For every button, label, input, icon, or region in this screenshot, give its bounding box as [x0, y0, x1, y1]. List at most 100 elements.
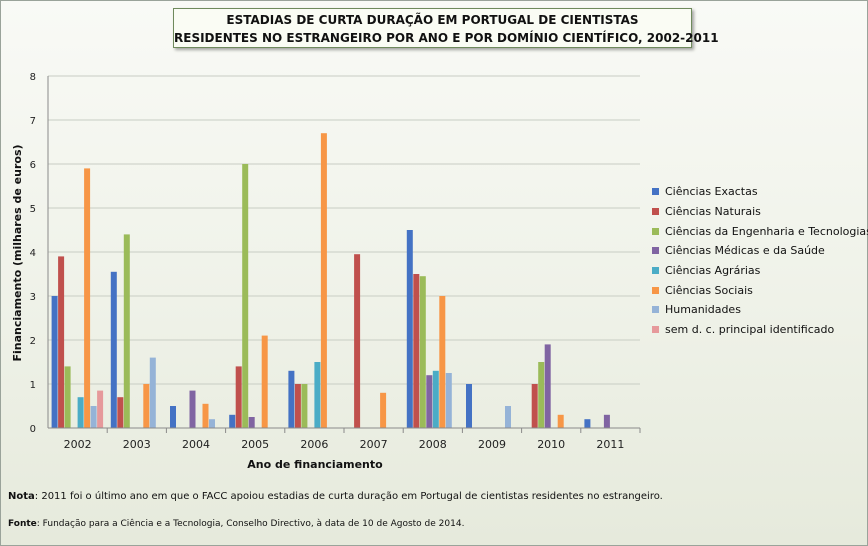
bar [432, 370, 439, 428]
bar [242, 164, 249, 428]
bar [235, 366, 242, 428]
bar [110, 271, 117, 428]
chart-title-line-2: RESIDENTES NO ESTRANGEIRO POR ANO E POR … [174, 31, 719, 45]
bar [261, 335, 268, 428]
legend-label: Ciências Sociais [665, 283, 753, 297]
legend-swatch [652, 188, 659, 196]
bar [90, 406, 97, 428]
y-tick-label: 2 [30, 336, 36, 347]
source-label: Fonte [8, 519, 37, 529]
bar [64, 366, 71, 428]
legend-label: Ciências Naturais [665, 205, 761, 219]
bar [51, 296, 58, 428]
bar [531, 384, 538, 428]
legend-item: Ciências Médicas e da Saúde [652, 241, 868, 261]
bar [505, 406, 511, 428]
legend-swatch [652, 208, 659, 216]
bar [229, 414, 236, 428]
bar [538, 362, 545, 428]
bar [143, 384, 150, 428]
legend-swatch [652, 247, 659, 255]
axes: 0 1 2 3 4 5 6 7 8 2002 2003 2004 2005 2006 2007 2008 200… [30, 72, 641, 451]
bar [117, 397, 124, 428]
chart-title-line-1: ESTADIAS DE CURTA DURAÇÃO EM PORTUGAL DE… [226, 13, 639, 27]
legend-label: Ciências Agrárias [665, 264, 761, 278]
bar [466, 384, 472, 428]
bar [419, 276, 426, 428]
bar [97, 390, 104, 428]
bar [445, 373, 452, 428]
legend-item: Ciências Sociais [652, 280, 868, 300]
y-tick-label: 0 [30, 424, 36, 435]
bar [123, 234, 130, 428]
legend-item: Ciências Naturais [652, 202, 868, 222]
bar [170, 406, 176, 428]
note-text: : 2011 foi o último ano em que o FACC ap… [34, 491, 663, 502]
bar [584, 419, 591, 428]
legend-swatch [652, 267, 659, 275]
legend-swatch [652, 227, 659, 235]
y-tick-label: 4 [30, 248, 36, 259]
legend-swatch [652, 286, 659, 294]
source: Fonte: Fundação para a Ciência e a Tecno… [8, 519, 464, 529]
grid-lines [48, 75, 640, 385]
y-tick-label: 1 [30, 380, 36, 391]
y-tick-label: 8 [30, 72, 36, 83]
bar [301, 384, 308, 428]
legend-label: sem d. c. principal identificado [665, 323, 835, 337]
legend: Ciências Exactas Ciências Naturais Ciência… [652, 182, 868, 340]
legend-item: Ciências Agrárias [652, 261, 868, 281]
y-tick-label: 5 [30, 204, 36, 215]
x-tick-label: 2009 [478, 438, 506, 451]
bar [320, 133, 327, 428]
x-tick-label: 2003 [123, 438, 151, 451]
x-tick-label: 2006 [300, 438, 328, 451]
y-tick-label: 6 [30, 160, 36, 171]
bar [426, 375, 433, 428]
bar [149, 357, 156, 428]
x-tick-label: 2008 [419, 438, 447, 451]
footnote: Nota: 2011 foi o último ano em que o FAC… [8, 491, 663, 502]
bar [603, 414, 610, 428]
legend-label: Humanidades [665, 303, 741, 317]
bar [248, 417, 255, 428]
legend-item: Humanidades [652, 300, 868, 320]
x-tick-label: 2004 [182, 438, 210, 451]
legend-swatch [652, 306, 659, 314]
bar [380, 392, 387, 428]
bar [314, 362, 321, 428]
legend-label: Ciências Exactas [665, 185, 758, 199]
bar [202, 403, 209, 428]
bars [51, 133, 610, 428]
bar [189, 390, 196, 428]
bar [544, 344, 551, 428]
legend-label: Ciências Médicas e da Saúde [665, 244, 825, 258]
x-axis-label: Ano de financiamento [247, 458, 383, 471]
chart-title: ESTADIAS DE CURTA DURAÇÃO EM PORTUGAL DE… [173, 8, 719, 48]
bar [413, 274, 420, 428]
legend-item: Ciências da Engenharia e Tecnologias [652, 221, 868, 241]
x-tick-label: 2002 [64, 438, 92, 451]
bar [288, 370, 295, 428]
y-tick-label: 3 [30, 292, 36, 303]
note-label: Nota [8, 491, 35, 502]
bar [84, 168, 91, 428]
bar [294, 384, 301, 428]
x-tick-label: 2010 [537, 438, 565, 451]
x-tick-label: 2005 [241, 438, 269, 451]
y-tick-label: 7 [30, 116, 36, 127]
x-tick-label: 2007 [360, 438, 388, 451]
y-axis-label: Financiamento (milhares de euros) [11, 144, 24, 361]
legend-item: sem d. c. principal identificado [652, 320, 868, 340]
bar [406, 230, 413, 428]
bar [354, 254, 361, 428]
bar [557, 414, 564, 428]
bar [209, 419, 215, 428]
legend-item: Ciências Exactas [652, 182, 868, 202]
legend-swatch [652, 326, 659, 334]
source-text: : Fundação para a Ciência e a Tecnologia… [36, 519, 465, 529]
legend-label: Ciências da Engenharia e Tecnologias [665, 224, 868, 238]
bar [77, 397, 84, 428]
